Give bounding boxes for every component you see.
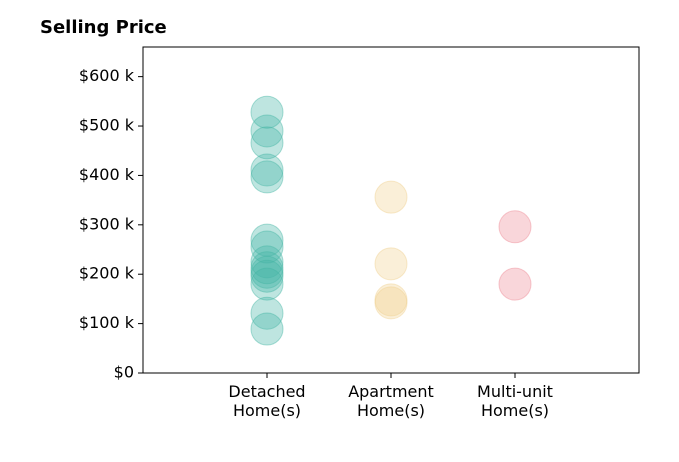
point	[250, 245, 284, 279]
point	[374, 283, 408, 317]
point	[498, 267, 532, 301]
point	[250, 296, 284, 330]
y-tick-label: $500 k	[79, 116, 135, 135]
y-tick-label: $600 k	[79, 66, 135, 85]
point	[250, 153, 284, 187]
y-tick-label: $100 k	[79, 313, 135, 332]
point	[250, 223, 284, 257]
y-tick-label: $400 k	[79, 165, 135, 184]
point	[250, 160, 284, 194]
y-tick-label: $200 k	[79, 264, 135, 283]
point	[374, 247, 408, 281]
x-tick-label-box: Multi-unit Home(s)	[477, 382, 553, 420]
point	[250, 312, 284, 346]
x-tick-label: Multi-unit Home(s)	[477, 382, 553, 420]
point	[250, 114, 284, 148]
x-tick-label-box: Apartment Home(s)	[348, 382, 434, 420]
point	[374, 180, 408, 214]
x-tick-label: Apartment Home(s)	[348, 382, 434, 420]
point	[250, 95, 284, 129]
point	[250, 267, 284, 301]
chart-title: Selling Price	[40, 17, 167, 38]
point	[250, 251, 284, 285]
point	[374, 286, 408, 320]
x-tick-label: Detached Home(s)	[228, 382, 306, 420]
point	[250, 126, 284, 160]
x-tick-label-box: Detached Home(s)	[228, 382, 306, 420]
point	[498, 210, 532, 244]
point	[250, 230, 284, 264]
point	[250, 259, 284, 293]
point	[250, 255, 284, 289]
y-tick-label: $0	[114, 363, 134, 382]
y-tick-label: $300 k	[79, 214, 135, 233]
